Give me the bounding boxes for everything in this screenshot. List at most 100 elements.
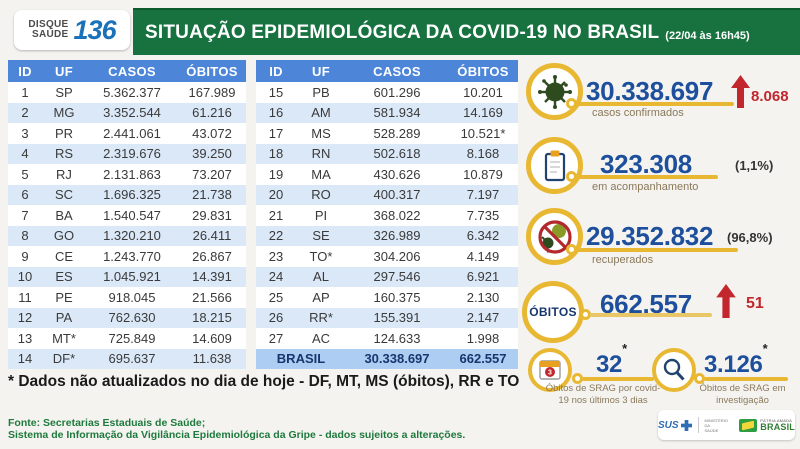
underline-dot: [694, 373, 705, 384]
cell-casos: 2.441.061: [103, 125, 161, 141]
underline: [590, 313, 712, 317]
cell-id: 8: [21, 228, 29, 244]
table-row: 19 MA 430.626 10.879: [256, 164, 518, 185]
table-row: 20 RO 400.317 7.197: [256, 184, 518, 205]
recovered-percent: (96,8%): [727, 230, 773, 245]
cell-id: 1: [21, 84, 29, 100]
cell-id: 27: [268, 330, 284, 346]
cell-id: 26: [268, 310, 284, 326]
states-table-right: ID UF CASOS ÓBITOS 15 PB 601.296 10.201 16 AM…: [256, 60, 518, 369]
table-row: 22 SE 326.989 6.342: [256, 225, 518, 246]
table-header-row: ID UF CASOS ÓBITOS: [256, 60, 518, 82]
srag-investigation-asterisk: *: [762, 341, 768, 356]
table-row: 23 TO* 304.206 4.149: [256, 246, 518, 267]
cell-casos: 2.131.863: [103, 166, 161, 182]
table-row: 13 MT* 725.849 14.609: [8, 328, 246, 349]
cell-obitos: 10.201: [463, 84, 503, 100]
virus-glyph: [537, 74, 572, 109]
cell-casos: 124.633: [373, 330, 421, 346]
cell-obitos: 167.989: [188, 84, 236, 100]
srag-investigation-number: 3.126: [704, 351, 763, 378]
no-virus-glyph: [537, 219, 572, 254]
disque-saude-label: DISQUE SAÚDE: [28, 20, 68, 40]
cell-id: 11: [18, 289, 32, 305]
cell-uf: DF*: [52, 351, 76, 367]
underline: [576, 102, 734, 106]
disque-saude-logo: DISQUE SAÚDE 136: [14, 10, 130, 50]
cell-obitos: 18.215: [192, 310, 232, 326]
sus-cross-icon: [680, 419, 692, 431]
underline-dot: [580, 309, 591, 320]
cell-id: 15: [268, 84, 284, 100]
patria-amada-label: PÁTRIA AMADA: [760, 418, 793, 423]
no-virus-icon: [526, 208, 583, 265]
recovered-label: recuperados: [592, 254, 654, 266]
footnote-not-updated: * Dados não atualizados no dia de hoje -…: [8, 373, 520, 390]
srag-investigation-label: Óbitos de SRAG em investigação: [699, 383, 786, 406]
col-uf: UF: [55, 63, 73, 79]
cell-casos: 400.317: [373, 187, 421, 203]
cell-uf: RO: [311, 187, 331, 203]
cell-uf: PB: [312, 84, 330, 100]
cell-casos: 1.243.770: [103, 248, 161, 264]
srag-deaths-asterisk: *: [622, 341, 627, 356]
cell-casos: 430.626: [373, 166, 421, 182]
cell-obitos: 1.998: [466, 330, 500, 346]
confirmed-cases-value: 30.338.697: [586, 76, 714, 106]
cell-uf: AP: [312, 289, 330, 305]
cell-uf: SP: [55, 84, 73, 100]
table-row: 8 GO 1.320.210 26.411: [8, 225, 246, 246]
underline: [576, 175, 718, 179]
cell-obitos: 14.609: [192, 330, 232, 346]
ministry-line2: SAÚDE: [704, 427, 719, 433]
clipboard-icon: [526, 137, 583, 194]
cell-uf: TO*: [309, 248, 333, 264]
cell-casos: 601.296: [373, 84, 421, 100]
cell-uf: PR: [54, 125, 74, 141]
cell-uf: AC: [311, 330, 331, 346]
monitoring-percent: (1,1%): [735, 158, 774, 173]
cell-uf: CE: [54, 248, 74, 264]
virus-icon: [526, 63, 583, 120]
cell-casos: 725.849: [108, 330, 156, 346]
cell-obitos: 43.072: [192, 125, 232, 141]
table-body-left: 1 SP 5.362.377 167.989 2 MG 3.352.544 61.216 3 PR…: [8, 82, 246, 369]
col-id: ID: [269, 63, 283, 79]
cell-id: 10: [17, 269, 33, 285]
phone-number-136: 136: [73, 14, 117, 45]
underline-dot: [566, 98, 577, 109]
government-logos: SUS MINISTÉRIO DA SAÚDE PÁTRIA AMADA BRA…: [658, 410, 795, 440]
cell-id: 4: [21, 146, 29, 162]
sus-label: SUS: [658, 419, 679, 431]
cell-obitos: 2.147: [466, 310, 500, 326]
cell-uf: RN: [311, 146, 331, 162]
table-row: 25 AP 160.375 2.130: [256, 287, 518, 308]
deaths-delta: 51: [746, 295, 764, 312]
table-row: 21 PI 368.022 7.735: [256, 205, 518, 226]
cell-obitos: 61.216: [192, 105, 232, 121]
obitos-badge-label: ÓBITOS: [529, 305, 577, 319]
cell-id: 20: [268, 187, 284, 203]
col-obitos: ÓBITOS: [186, 63, 238, 79]
magnifier-icon: [652, 348, 696, 392]
logo-line1: DISQUE: [28, 19, 69, 30]
cell-obitos: 6.342: [466, 228, 500, 244]
source-line2: Sistema de Informação da Vigilância Epid…: [8, 429, 466, 441]
svg-text:3: 3: [548, 370, 552, 377]
cell-casos: 5.362.377: [103, 84, 161, 100]
cell-obitos: 11.638: [192, 351, 232, 367]
table-row: 2 MG 3.352.544 61.216: [8, 102, 246, 123]
srag-investigation-value: 3.126*: [704, 341, 768, 379]
cell-obitos: 7.735: [466, 207, 500, 223]
cell-casos: 528.289: [373, 125, 421, 141]
col-casos: CASOS: [373, 63, 421, 79]
underline: [576, 248, 738, 252]
table-row: 1 SP 5.362.377 167.989: [8, 82, 246, 103]
cell-uf: PI: [314, 207, 328, 223]
table-row: 14 DF* 695.637 11.638: [8, 348, 246, 369]
cell-id: 17: [268, 125, 284, 141]
cell-casos: 3.352.544: [103, 105, 161, 121]
table-row: 9 CE 1.243.770 26.867: [8, 246, 246, 267]
cell-id: 2: [21, 105, 29, 121]
cell-obitos: 7.197: [466, 187, 500, 203]
